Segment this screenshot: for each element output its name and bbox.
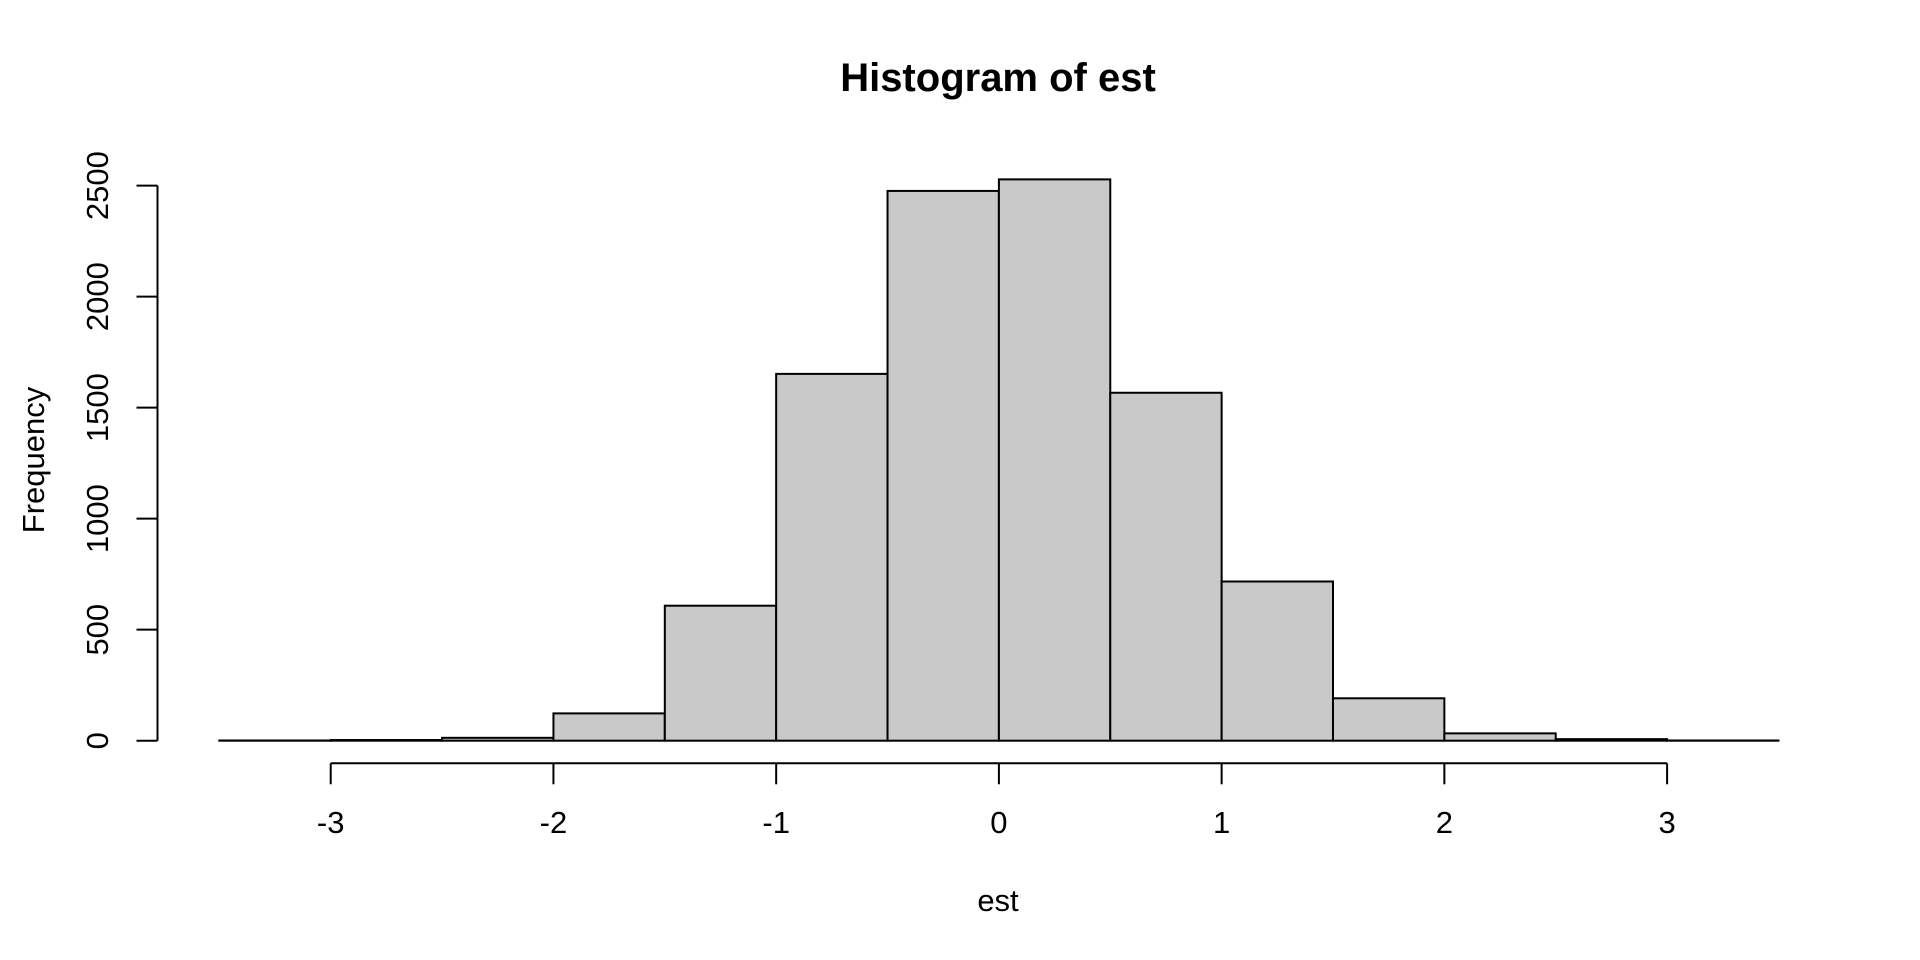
histogram-bar bbox=[886, 189, 1000, 742]
y-tick-label: 500 bbox=[80, 604, 115, 656]
y-tick-label: 1500 bbox=[80, 373, 115, 442]
histogram-bar bbox=[1554, 738, 1669, 742]
chart-title: Histogram of est bbox=[840, 56, 1156, 100]
histogram-bar bbox=[552, 712, 666, 742]
histogram-bar bbox=[1331, 697, 1446, 742]
x-tick-label: -1 bbox=[762, 805, 790, 840]
histogram-bar bbox=[1220, 580, 1334, 742]
histogram-bar bbox=[329, 739, 444, 742]
y-tick-label: 2500 bbox=[80, 151, 115, 220]
x-tick-label: -2 bbox=[540, 805, 568, 840]
y-tick-label: 2000 bbox=[80, 262, 115, 331]
x-tick-label: 1 bbox=[1213, 805, 1230, 840]
y-tick-label: 0 bbox=[80, 732, 115, 749]
x-tick-label: 0 bbox=[990, 805, 1007, 840]
histogram-bar bbox=[775, 372, 889, 742]
histogram-bar bbox=[1443, 732, 1557, 742]
histogram-bar bbox=[997, 178, 1112, 742]
histogram-bar bbox=[1109, 391, 1223, 742]
x-tick-label: 3 bbox=[1658, 805, 1675, 840]
histogram-bar bbox=[663, 604, 778, 742]
x-tick-label: -3 bbox=[317, 805, 345, 840]
x-tick-label: 2 bbox=[1436, 805, 1453, 840]
histogram-bar bbox=[441, 736, 555, 742]
x-axis-title: est bbox=[977, 883, 1019, 918]
y-tick-label: 1000 bbox=[80, 484, 115, 553]
y-axis-title: Frequency bbox=[15, 386, 51, 534]
